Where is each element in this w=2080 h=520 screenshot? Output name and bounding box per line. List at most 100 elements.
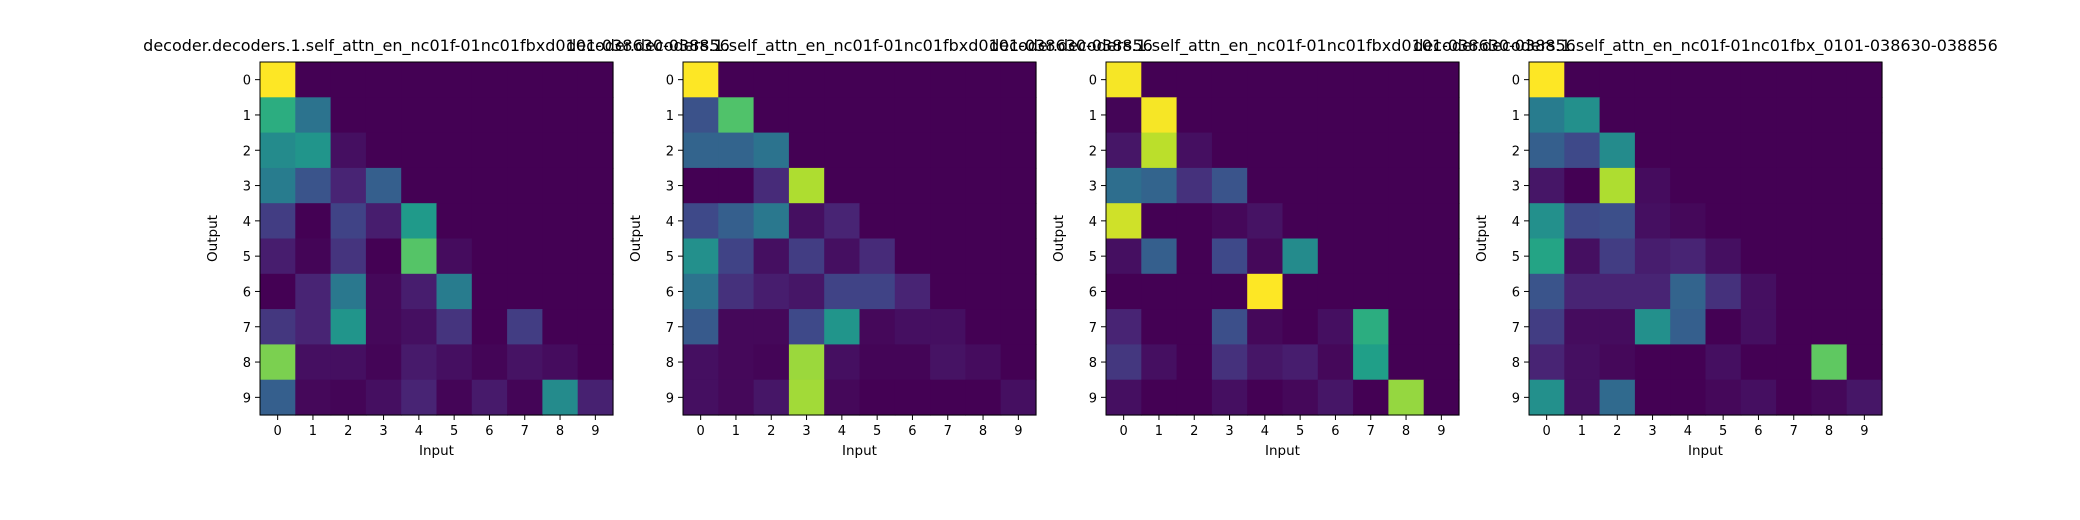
heatmap-cell [1317,62,1354,98]
heatmap-cell [1564,167,1601,204]
heatmap-cell [1247,238,1284,275]
y-tick-label: 7 [1512,321,1520,336]
heatmap-cell [718,379,755,416]
heatmap-cell [965,379,1002,416]
heatmap-cell [365,379,402,416]
heatmap-cell [507,62,543,98]
heatmap-cell [1000,203,1037,240]
heatmap-cell [330,62,367,98]
heatmap-cell [436,238,473,275]
y-axis-label: Output [1051,215,1067,262]
heatmap-cell [1564,97,1601,134]
heatmap-cell [1634,379,1671,416]
heatmap-cell [1423,344,1460,381]
heatmap-cell [1247,273,1284,310]
heatmap-cell [295,273,332,310]
heatmap-cell [1317,132,1354,169]
heatmap-cell [330,344,367,381]
heatmap-cell [1670,132,1707,169]
heatmap-cell [1141,97,1178,134]
heatmap-cell [859,309,896,345]
chart-title: decoder.decoders.1.self_attn_en_nc01f-01… [1413,36,1998,56]
y-tick-label: 1 [243,109,251,124]
heatmap-cell [1423,62,1460,98]
heatmap-cell [859,238,896,275]
x-tick-label: 0 [274,424,282,439]
plot-frame [259,61,614,416]
heatmap-cell [295,203,332,240]
heatmap-cell [718,203,755,240]
y-tick-label: 0 [666,74,674,89]
heatmap-cell [1247,309,1284,345]
heatmap-panel: 0 1 2 3 4 5 6 7 8 9 0 1 2 3 4 5 6 7 8 9 Input Output decoder.d… [566,36,1153,459]
heatmap-cell [471,62,508,98]
heatmap-cell [1106,167,1142,204]
heatmap-cell [1529,344,1565,381]
heatmap-cell [542,62,579,98]
heatmap-cell [1247,97,1284,134]
heatmap-cell [1106,344,1142,381]
heatmap-cell [1141,344,1178,381]
y-tick-label: 8 [243,356,251,371]
heatmap-cell [577,132,614,169]
heatmap-cell [295,167,332,204]
heatmap-cell [1423,97,1460,134]
heatmap-cell [1846,62,1883,98]
heatmap-cell [1211,167,1248,204]
heatmap-cell [965,132,1002,169]
heatmap-cell [1423,273,1460,310]
heatmap-cell [1776,344,1812,381]
heatmap-cell [1176,62,1213,98]
heatmap-cell [1353,379,1389,416]
heatmap-cell [1811,344,1848,381]
heatmap-cell [1599,344,1636,381]
heatmap-cell [1599,238,1636,275]
heatmap-cell [1353,238,1389,275]
heatmap-cell [471,379,508,416]
x-tick-label: 5 [873,424,881,439]
x-tick-label: 5 [1719,424,1727,439]
heatmap-cell [824,344,861,381]
heatmap-cell [788,167,825,204]
heatmap-cell [365,62,402,98]
x-tick-label: 9 [1860,424,1868,439]
heatmap-cell [1141,132,1178,169]
heatmap-cell [1317,309,1354,345]
heatmap-cell [683,132,719,169]
x-tick-label: 4 [1261,424,1269,439]
heatmap-cell [1211,273,1248,310]
y-tick-label: 2 [1089,144,1097,159]
chart-title: decoder.decoders.1.self_attn_en_nc01f-01… [143,36,730,56]
x-tick-label: 9 [1437,424,1445,439]
heatmap-cell [1176,309,1213,345]
heatmap-cell [1176,97,1213,134]
heatmap-cell [1811,273,1848,310]
heatmap-cell [683,379,719,416]
heatmap-cell [1740,344,1777,381]
heatmap-cell [1388,273,1425,310]
heatmap-cell [1740,97,1777,134]
y-tick-label: 7 [666,321,674,336]
heatmap-cell [1740,309,1777,345]
heatmap-cell [507,379,543,416]
heatmap-cell [965,62,1002,98]
heatmap-cell [1247,167,1284,204]
heatmap-panel: 0 1 2 3 4 5 6 7 8 9 0 1 2 3 4 5 6 7 8 9 Input Output decoder.d… [143,36,730,459]
heatmap-cell [1529,132,1565,169]
heatmap-cell [1670,203,1707,240]
heatmap-cell [1705,309,1742,345]
x-axis-label: Input [419,443,454,459]
heatmap-cell [894,132,931,169]
heatmap-cell [436,309,473,345]
heatmap-cell [1776,97,1812,134]
heatmap-cell [1388,238,1425,275]
y-tick-label: 9 [1089,391,1097,406]
heatmap-cell [1529,62,1565,98]
heatmap-cell [1740,167,1777,204]
heatmap-cell [1634,344,1671,381]
x-tick-label: 6 [1331,424,1339,439]
heatmap-cell [295,379,332,416]
heatmap-cell [859,97,896,134]
heatmap-cell [1846,238,1883,275]
heatmap-cell [753,97,790,134]
